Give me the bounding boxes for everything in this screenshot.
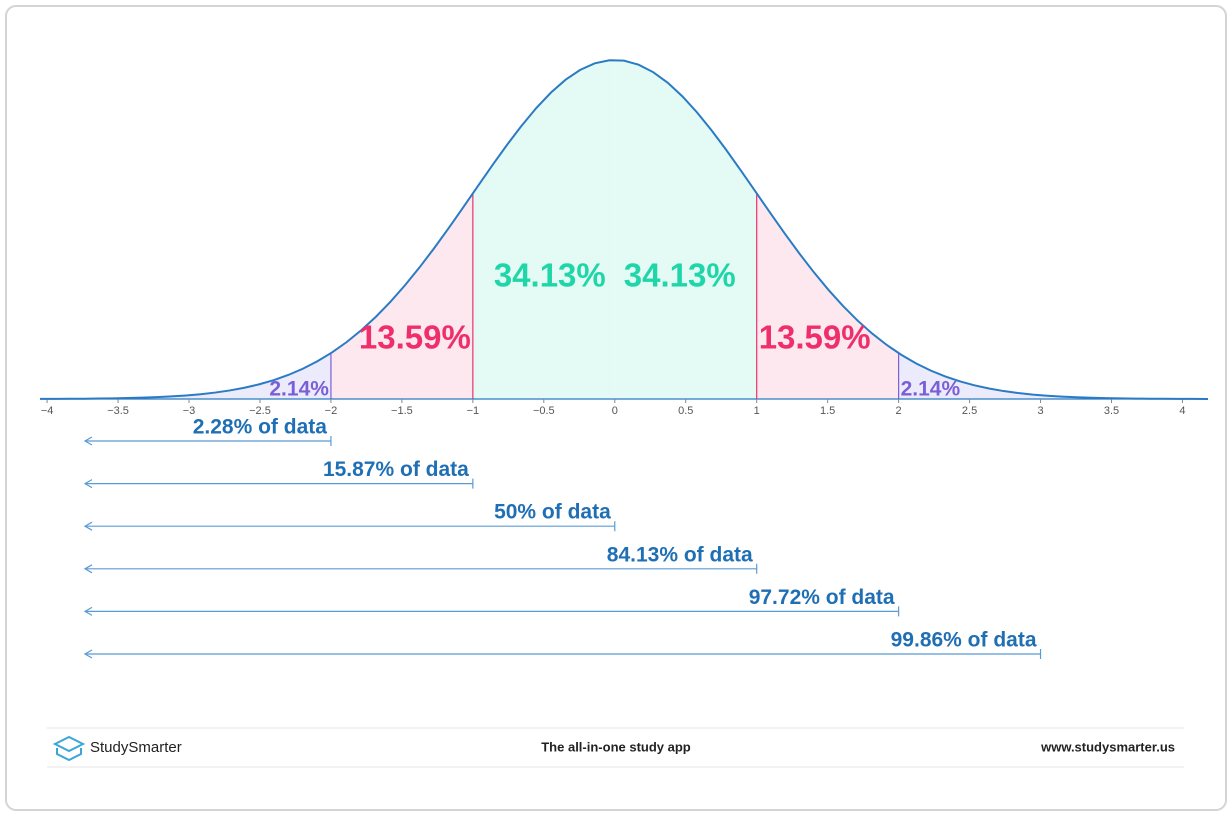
brand: StudySmarter	[90, 739, 182, 756]
x-tick-label: −2.5	[249, 405, 271, 417]
x-tick-label: 0.5	[678, 405, 693, 417]
region	[40, 353, 331, 399]
logo	[52, 735, 86, 762]
tagline: The all-in-one study app	[541, 739, 691, 754]
arrow-head	[83, 436, 93, 446]
x-tick-label: −1.5	[391, 405, 413, 417]
x-tick-label: 0	[612, 405, 618, 417]
density-curve	[39, 59, 1209, 400]
region-label: 2.14%	[901, 378, 961, 401]
arrow-head	[83, 564, 93, 574]
x-tick-label: 1	[754, 405, 760, 417]
x-tick-label: 2.5	[962, 405, 977, 417]
region-label: 34.13%	[494, 257, 606, 294]
frame	[5, 5, 1227, 811]
x-tick-label: −2	[325, 405, 338, 417]
plot: −4 −3.5 −3 −2.5 −2 −1.5 −1 −0.5 0 0.5 1 1.5 2 2.5 3 3.5…	[39, 59, 1209, 659]
x-tick-label: −3.5	[107, 405, 129, 417]
x-tick-label: −4	[41, 405, 54, 417]
cumulative-label: 97.72% of data	[749, 586, 895, 609]
x-tick-label: 2	[896, 405, 902, 417]
arrow-head	[83, 521, 93, 531]
x-tick-label: 3	[1037, 405, 1043, 417]
cumulative-label: 15.87% of data	[323, 458, 469, 481]
region-label: 13.59%	[359, 319, 471, 356]
x-tick-label: −3	[183, 405, 196, 417]
x-tick-label: 4	[1179, 405, 1185, 417]
url: www.studysmarter.us	[1040, 739, 1175, 754]
x-tick-label: 1.5	[820, 405, 835, 417]
arrow-head	[83, 479, 93, 489]
arrow-head	[83, 606, 93, 616]
cumulative-label: 99.86% of data	[891, 629, 1037, 652]
x-tick-label: 3.5	[1104, 405, 1119, 417]
cumulative-label: 84.13% of data	[607, 543, 753, 566]
cumulative-label: 50% of data	[494, 501, 611, 524]
region-label: 34.13%	[624, 257, 736, 294]
region-label: 13.59%	[759, 319, 871, 356]
x-tick-label: −0.5	[533, 405, 555, 417]
region	[898, 353, 1208, 399]
cumulative-label: 2.28% of data	[193, 416, 328, 439]
arrow-head	[83, 649, 93, 659]
region-label: 2.14%	[269, 378, 329, 401]
x-tick-label: −1	[467, 405, 480, 417]
